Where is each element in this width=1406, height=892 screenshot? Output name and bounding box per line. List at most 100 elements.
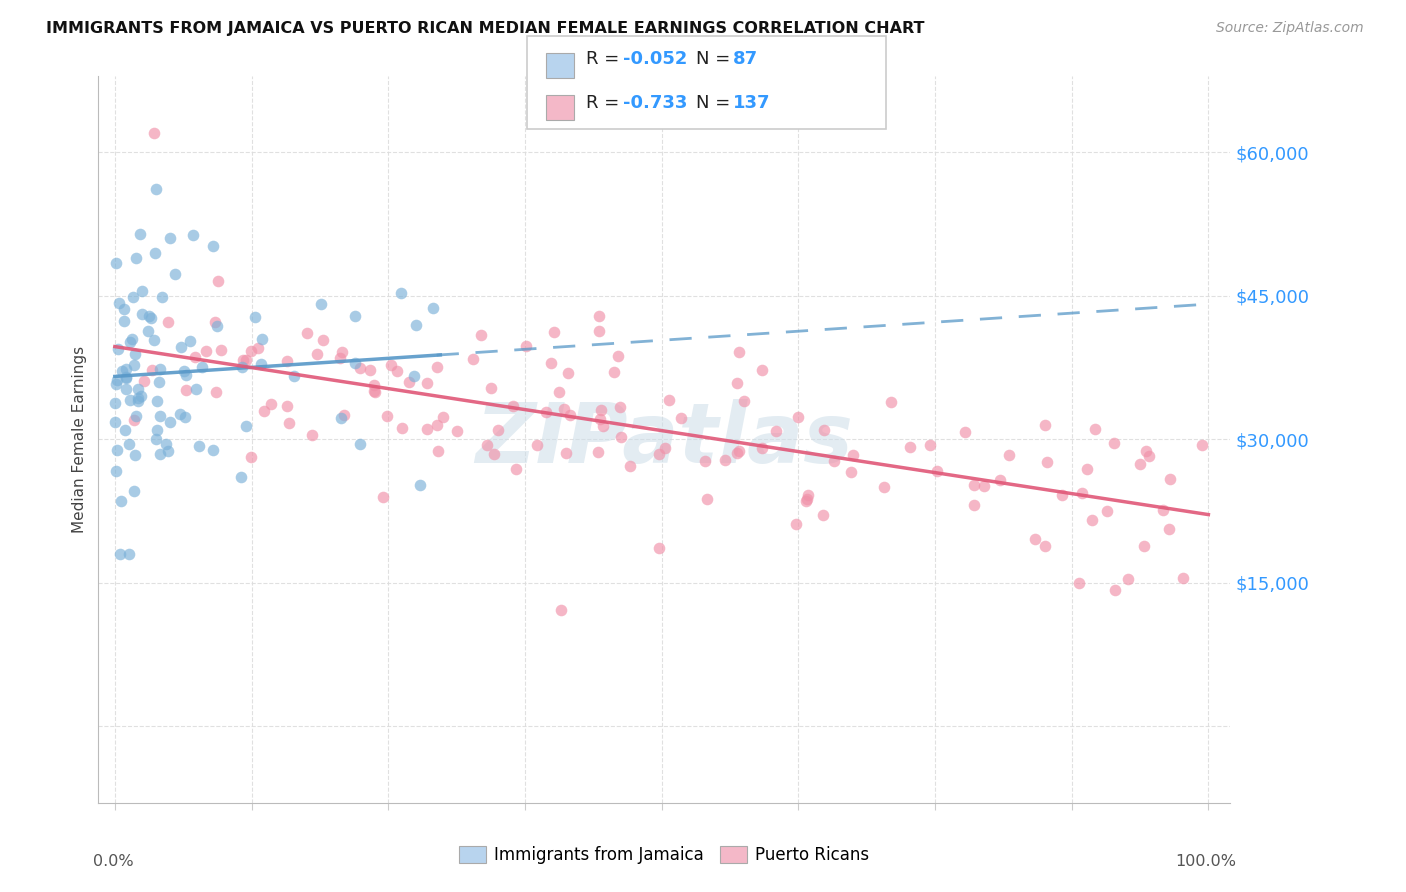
Point (146, 423, 169, 437)
Point (112, 314, 135, 328)
Point (235, 353, 257, 368)
Point (619, 459, 641, 474)
Point (603, 365, 626, 379)
Point (402, 369, 425, 384)
Point (540, 355, 562, 369)
Point (1050, 488, 1073, 502)
Point (108, 296, 131, 310)
Point (194, 344, 217, 359)
Point (550, 603, 572, 617)
Point (150, 290, 173, 304)
Point (232, 352, 254, 367)
Point (118, 547, 141, 561)
Point (592, 419, 614, 434)
Text: 100.0%: 100.0% (1175, 854, 1236, 869)
Point (155, 436, 177, 450)
Point (107, 342, 129, 356)
Point (312, 333, 335, 347)
Text: -0.052: -0.052 (623, 50, 688, 68)
Point (1159, 472, 1181, 486)
Point (669, 411, 692, 425)
Point (229, 470, 252, 484)
Point (555, 446, 578, 460)
Point (333, 408, 356, 422)
Point (125, 409, 148, 423)
Point (127, 391, 149, 405)
Point (548, 384, 571, 399)
Point (239, 344, 262, 359)
Point (111, 364, 134, 378)
Point (751, 363, 773, 377)
Point (141, 310, 163, 325)
Point (1069, 576, 1091, 591)
Text: 87: 87 (733, 50, 758, 68)
Point (240, 450, 263, 464)
Point (727, 344, 749, 359)
Point (305, 347, 328, 361)
Point (108, 547, 131, 561)
Point (470, 328, 492, 343)
Point (1137, 449, 1160, 463)
Point (1171, 571, 1194, 585)
Point (990, 473, 1012, 487)
Point (1133, 539, 1156, 553)
Point (1116, 572, 1139, 586)
Point (557, 366, 579, 380)
Point (127, 393, 149, 408)
Point (416, 376, 439, 391)
Point (205, 319, 228, 334)
Point (186, 382, 208, 396)
Point (463, 351, 485, 366)
Point (363, 378, 385, 392)
Point (416, 422, 439, 436)
Point (122, 289, 145, 303)
Point (276, 400, 298, 414)
Point (207, 274, 229, 288)
Point (536, 405, 558, 419)
Point (714, 453, 737, 467)
Legend: Immigrants from Jamaica, Puerto Ricans: Immigrants from Jamaica, Puerto Ricans (453, 839, 876, 871)
Point (733, 393, 755, 408)
Point (204, 315, 226, 329)
Point (201, 442, 224, 457)
Point (124, 347, 146, 361)
Point (142, 333, 165, 347)
Point (446, 424, 468, 438)
Point (114, 423, 136, 437)
Point (1102, 435, 1125, 450)
Text: -0.733: -0.733 (623, 95, 688, 112)
Point (209, 343, 232, 357)
Point (205, 385, 228, 400)
Point (796, 488, 818, 502)
Point (253, 403, 276, 417)
Point (588, 324, 610, 338)
Point (145, 433, 167, 447)
Point (1135, 444, 1157, 458)
Point (174, 368, 197, 382)
Point (301, 428, 323, 442)
Point (309, 297, 332, 311)
Point (607, 349, 630, 363)
Point (1191, 438, 1213, 452)
Point (589, 412, 612, 426)
Point (143, 246, 166, 260)
Point (191, 359, 214, 374)
Text: 137: 137 (733, 95, 770, 112)
Point (591, 402, 613, 417)
Point (794, 493, 817, 508)
Point (796, 491, 818, 506)
Point (276, 354, 298, 368)
Point (426, 418, 449, 433)
Point (115, 371, 138, 385)
Point (998, 448, 1021, 462)
Point (658, 392, 681, 407)
Point (515, 339, 537, 353)
Point (138, 324, 160, 338)
Point (398, 375, 420, 389)
Point (422, 301, 444, 316)
Point (145, 182, 167, 196)
Point (159, 415, 181, 429)
Point (169, 407, 191, 421)
Point (479, 381, 502, 395)
Point (811, 508, 834, 522)
